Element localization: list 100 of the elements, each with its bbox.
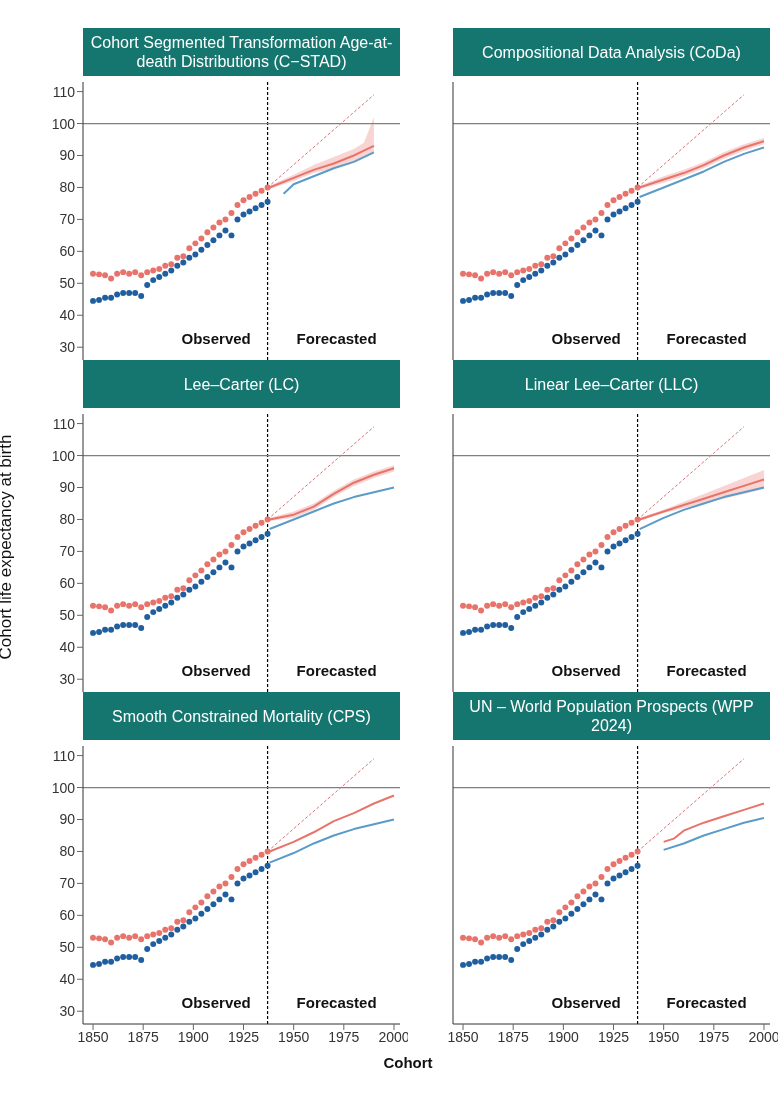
y-tick-label: 110 bbox=[52, 83, 76, 100]
point bbox=[258, 534, 265, 540]
point bbox=[150, 277, 157, 284]
point bbox=[210, 888, 217, 895]
point bbox=[580, 556, 587, 563]
point bbox=[568, 567, 575, 574]
annotation: Forecasted bbox=[296, 330, 377, 347]
point bbox=[466, 960, 473, 967]
point bbox=[598, 896, 605, 903]
point bbox=[258, 187, 265, 194]
point bbox=[520, 267, 527, 274]
point bbox=[544, 926, 551, 933]
point bbox=[544, 586, 551, 593]
point bbox=[520, 609, 527, 616]
x-tick-label: 1850 bbox=[447, 1028, 479, 1045]
point bbox=[538, 593, 545, 600]
point bbox=[544, 918, 551, 925]
point bbox=[174, 918, 181, 925]
point bbox=[460, 961, 467, 968]
x-tick-label: 1975 bbox=[698, 1028, 730, 1045]
point bbox=[228, 564, 235, 571]
point bbox=[216, 896, 223, 903]
point bbox=[592, 216, 599, 223]
point bbox=[240, 861, 247, 868]
y-tick-label: 80 bbox=[59, 843, 76, 860]
point bbox=[198, 246, 205, 253]
annotation: Forecasted bbox=[666, 330, 747, 347]
point bbox=[102, 626, 109, 633]
point bbox=[514, 613, 521, 620]
point bbox=[240, 543, 247, 550]
y-tick-label: 90 bbox=[59, 479, 76, 496]
point bbox=[502, 269, 509, 276]
point bbox=[210, 237, 217, 244]
point bbox=[532, 270, 539, 277]
point bbox=[562, 240, 569, 247]
point bbox=[240, 197, 247, 204]
point bbox=[628, 851, 635, 858]
point bbox=[204, 893, 211, 900]
point bbox=[466, 935, 473, 942]
point bbox=[120, 269, 127, 276]
point bbox=[586, 896, 593, 903]
point bbox=[520, 599, 527, 606]
point bbox=[222, 548, 229, 555]
point bbox=[222, 227, 229, 234]
point bbox=[240, 529, 247, 536]
point bbox=[562, 915, 569, 922]
point bbox=[556, 577, 563, 584]
point bbox=[628, 187, 635, 194]
point bbox=[490, 269, 497, 276]
point bbox=[538, 931, 545, 938]
point bbox=[610, 197, 617, 204]
point bbox=[186, 586, 193, 593]
point bbox=[186, 918, 193, 925]
point bbox=[616, 208, 623, 215]
point bbox=[532, 926, 539, 933]
point bbox=[96, 271, 103, 278]
annotation: Forecasted bbox=[666, 662, 747, 679]
point bbox=[198, 899, 205, 906]
point bbox=[90, 602, 97, 609]
point bbox=[490, 601, 497, 608]
point bbox=[96, 628, 103, 635]
point bbox=[162, 594, 169, 601]
point bbox=[622, 854, 629, 861]
y-tick-label: 60 bbox=[59, 243, 76, 260]
point bbox=[126, 953, 133, 960]
point bbox=[108, 294, 115, 301]
point bbox=[592, 880, 599, 887]
point bbox=[520, 931, 527, 938]
point bbox=[246, 858, 253, 865]
point bbox=[246, 208, 253, 215]
point bbox=[210, 901, 217, 908]
point bbox=[90, 297, 97, 304]
point bbox=[168, 261, 175, 268]
point bbox=[610, 543, 617, 550]
x-tick-label: 1925 bbox=[227, 1028, 260, 1045]
point bbox=[472, 958, 479, 965]
point bbox=[240, 875, 247, 882]
point bbox=[532, 602, 539, 609]
annotation: Observed bbox=[181, 330, 251, 347]
point bbox=[162, 934, 169, 941]
point bbox=[174, 586, 181, 593]
point bbox=[574, 561, 581, 568]
point bbox=[102, 294, 109, 301]
annotation: Observed bbox=[181, 994, 251, 1011]
point bbox=[538, 261, 545, 268]
point bbox=[228, 896, 235, 903]
x-tick-label: 1950 bbox=[278, 1028, 310, 1045]
point bbox=[240, 211, 247, 218]
point bbox=[132, 621, 139, 628]
point bbox=[90, 629, 97, 636]
point bbox=[96, 960, 103, 967]
point bbox=[604, 548, 611, 555]
point bbox=[532, 934, 539, 941]
point bbox=[472, 272, 479, 279]
point bbox=[616, 194, 623, 201]
point bbox=[162, 926, 169, 933]
point bbox=[120, 289, 127, 296]
point bbox=[586, 551, 593, 558]
chart-title: Lee–Carter (LC) bbox=[183, 374, 300, 394]
y-tick-label: 40 bbox=[59, 307, 76, 324]
